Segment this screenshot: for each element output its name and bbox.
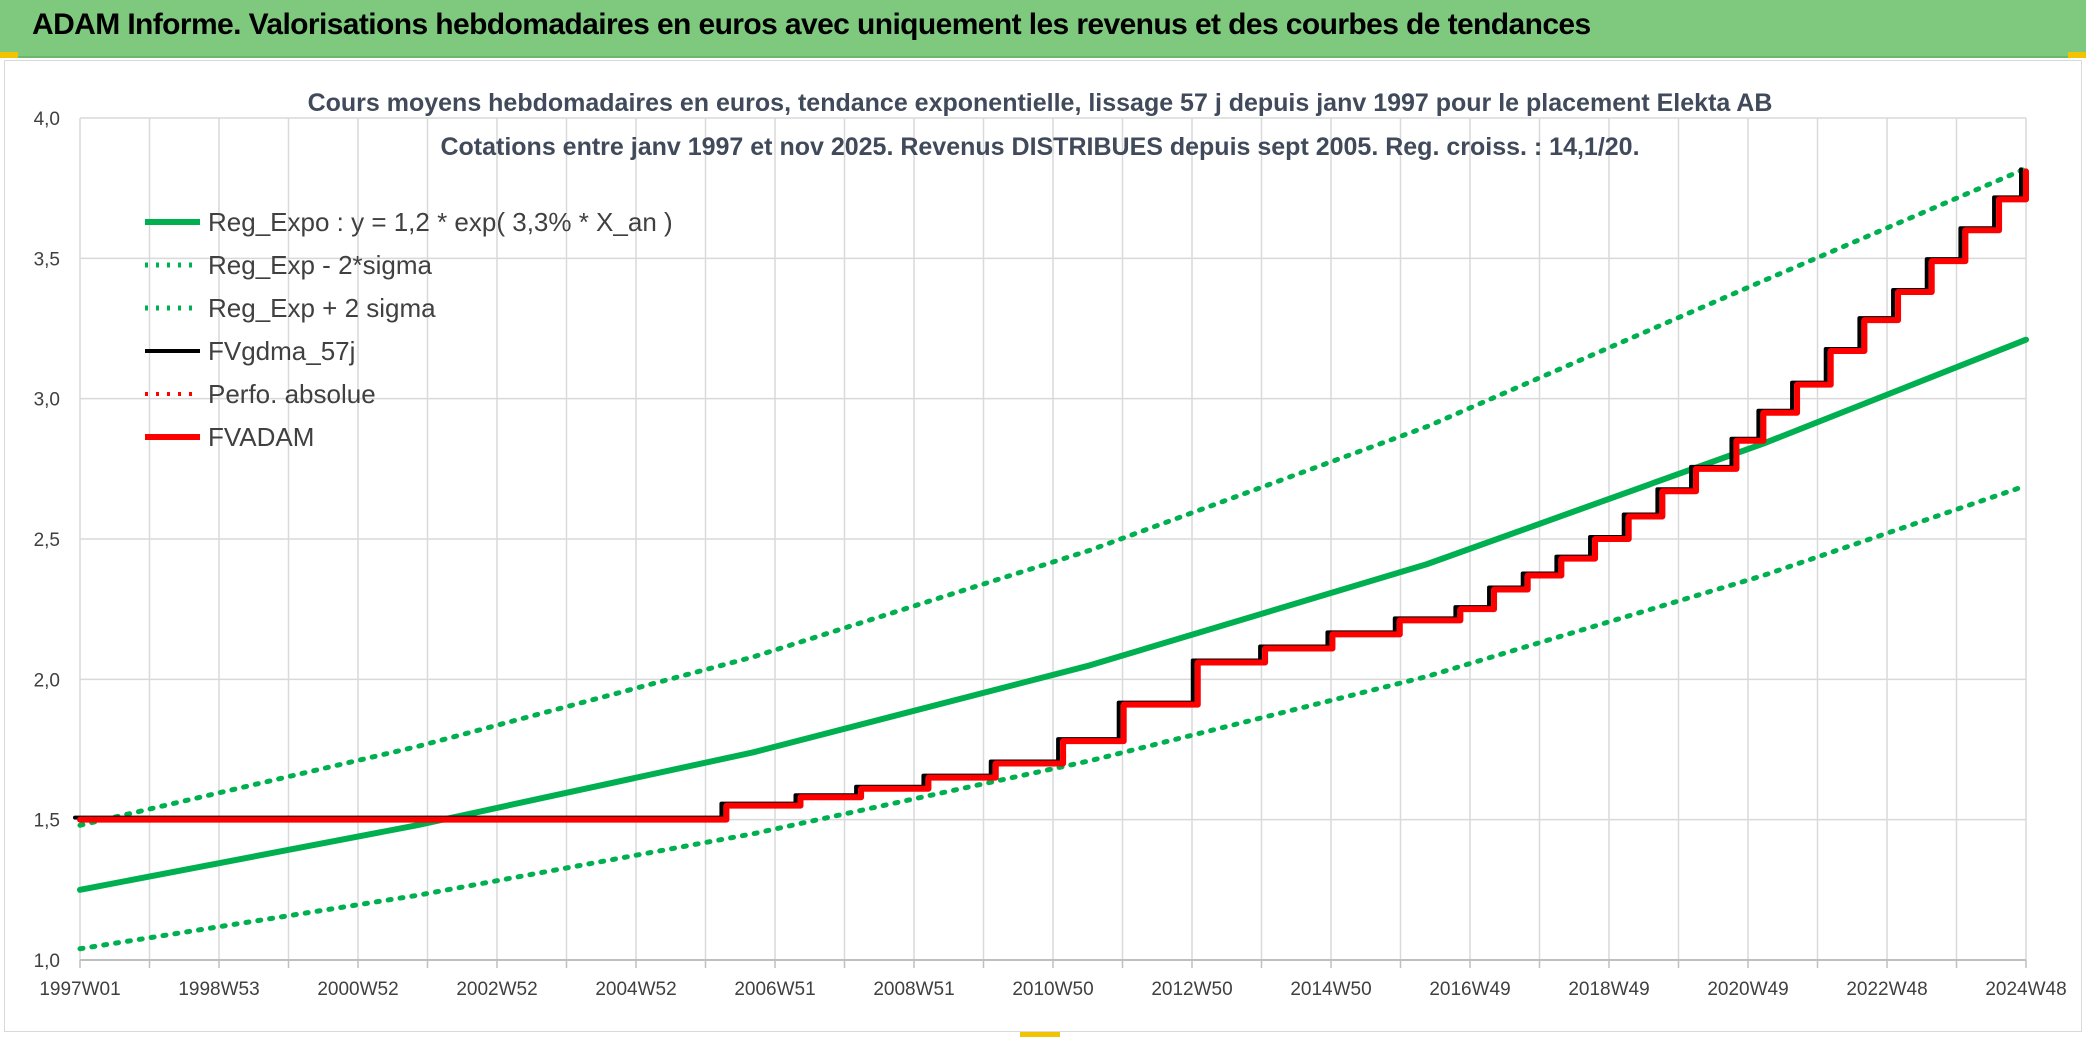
series-line-5 <box>77 168 2029 823</box>
chart-title: Cours moyens hebdomadaires en euros, ten… <box>308 89 1773 117</box>
x-tick-label: 1997W01 <box>39 979 120 1000</box>
x-tick-label: 2020W49 <box>1707 979 1788 1000</box>
report-title: ADAM Informe. Valorisations hebdomadaire… <box>32 8 1591 41</box>
y-tick-label: 4,0 <box>34 109 60 130</box>
x-tick-label: 2008W51 <box>873 979 954 1000</box>
x-tick-label: 2000W52 <box>317 979 398 1000</box>
x-tick-label: 2014W50 <box>1290 979 1371 1000</box>
chart-frame <box>4 60 2082 1032</box>
y-tick-label: 1,0 <box>34 951 60 972</box>
y-tick-label: 3,5 <box>34 249 60 270</box>
series-line-2 <box>77 166 2029 828</box>
y-tick-label: 3,0 <box>34 390 60 411</box>
x-tick-label: 2010W50 <box>1012 979 1093 1000</box>
legend-label: Perfo. absolue <box>208 379 376 409</box>
legend-label: FVgdma_57j <box>208 336 355 366</box>
y-tick-label: 2,5 <box>34 530 60 551</box>
x-tick-label: 2004W52 <box>595 979 676 1000</box>
x-tick-label: 2012W50 <box>1151 979 1232 1000</box>
corner-mark-bottom <box>1020 1031 1060 1037</box>
x-tick-label: 2006W51 <box>734 979 815 1000</box>
x-tick-label: 2016W49 <box>1429 979 1510 1000</box>
legend-label: FVADAM <box>208 422 314 452</box>
legend-label: Reg_Expo : y = 1,2 * exp( 3,3% * X_an ) <box>208 207 673 237</box>
corner-mark-left <box>0 52 18 58</box>
x-tick-label: 2024W48 <box>1985 979 2066 1000</box>
x-tick-label: 2018W49 <box>1568 979 1649 1000</box>
chart-subtitle: Cotations entre janv 1997 et nov 2025. R… <box>440 133 1639 161</box>
chart-series <box>73 166 2029 952</box>
legend-label: Reg_Exp - 2*sigma <box>208 250 433 280</box>
chart-legend: Reg_Expo : y = 1,2 * exp( 3,3% * X_an ) R… <box>145 207 673 452</box>
x-tick-label: 2002W52 <box>456 979 537 1000</box>
x-tick-label: 1998W53 <box>178 979 259 1000</box>
y-tick-label: 1,5 <box>34 811 60 832</box>
chart-axes: 1,0 1,5 2,0 2,5 3,0 3,5 4,0 1997W01 1998W53 2000W… <box>34 109 2067 1000</box>
series-line-1 <box>77 483 2029 952</box>
y-tick-label: 2,0 <box>34 670 60 691</box>
corner-mark-right <box>2068 52 2086 58</box>
report-banner: ADAM Informe. Valorisations hebdomadaire… <box>0 0 2086 58</box>
x-tick-label: 2022W48 <box>1846 979 1927 1000</box>
legend-label: Reg_Exp + 2 sigma <box>208 293 436 323</box>
